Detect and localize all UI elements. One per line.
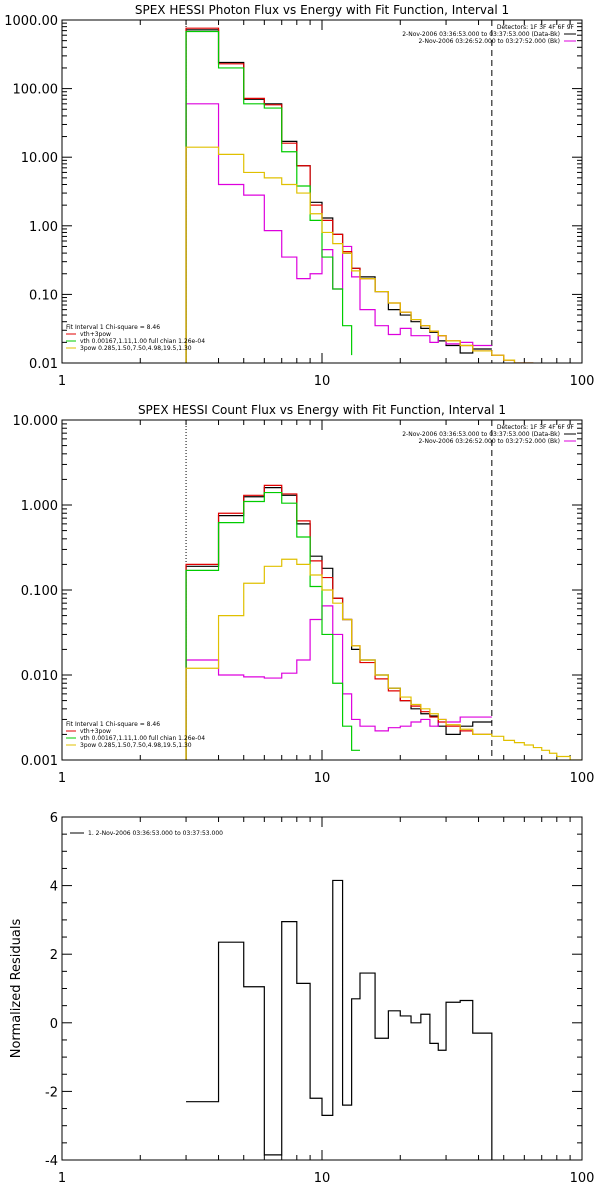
y-tick-label: 0.010 — [21, 669, 58, 684]
x-tick-label: 100 — [570, 771, 595, 786]
series-line-4 — [185, 30, 353, 363]
series-line-1 — [186, 879, 493, 1160]
y-tick-label: 100.00 — [13, 83, 59, 98]
x-tick-label: 1 — [58, 771, 66, 786]
y-tick-label: 2 — [50, 948, 58, 963]
series-line-3 — [185, 484, 492, 760]
y-tick-label: 0.01 — [29, 357, 58, 372]
x-tick-label: 100 — [570, 1171, 595, 1186]
series-line-4 — [185, 491, 360, 760]
plot-frame — [61, 419, 583, 761]
x-tick-label: 10 — [314, 1171, 331, 1186]
legend-entry: vth 0.00167,1.11,1.00 full chian 1.26e-0… — [80, 735, 205, 742]
y-tick-label: 10.000 — [13, 414, 59, 429]
chart-title: SPEX HESSI Photon Flux vs Energy with Fi… — [135, 3, 509, 17]
x-tick-label: 10 — [314, 771, 331, 786]
series-line-5 — [185, 558, 582, 760]
y-axis-label: Normalized Residuals — [9, 919, 24, 1059]
plot-frame — [61, 19, 583, 364]
legend-entry: 3pow 0.285,1.50,7.50,4.98,19.5,1.30 — [80, 742, 192, 749]
series-line-2 — [185, 103, 492, 363]
y-tick-label: 0.10 — [29, 288, 58, 303]
legend-fit-header: Fit Interval 1 Chi-square = 8.46 — [66, 721, 160, 728]
chart-3: 1 10 100 -4 -2 0 2 4 6 Normalized Residuals 1. 2-N… — [9, 811, 594, 1186]
legend-entry: 2-Nov-2006 03:36:53.000 to 03:37:53.000 … — [402, 31, 560, 38]
legend-entry: 1. 2-Nov-2006 03:36:53.000 to 03:37:53.0… — [88, 830, 223, 837]
series-line-2 — [185, 605, 492, 760]
y-tick-label: 1.00 — [29, 220, 58, 235]
legend-entry: 3pow 0.285,1.50,7.50,4.98,19.5,1.30 — [80, 345, 192, 352]
y-tick-label: 1000.00 — [4, 14, 58, 29]
x-tick-label: 10 — [314, 374, 331, 389]
legend-entry: 2-Nov-2006 03:26:52.000 to 03:27:52.000 … — [418, 38, 560, 45]
x-tick-label: 1 — [58, 374, 66, 389]
legend-detectors: Detectors: 1F 3F 4F 6F 9F — [497, 24, 575, 31]
chart-1: SPEX HESSI Photon Flux vs Energy with Fi… — [4, 3, 594, 389]
y-tick-label: 0.100 — [21, 584, 58, 599]
y-tick-label: -2 — [45, 1085, 58, 1100]
y-tick-label: 1.000 — [21, 499, 58, 514]
legend-entry: vth+3pow — [80, 331, 111, 338]
series-line-5 — [185, 146, 534, 363]
series-group — [186, 879, 493, 1160]
series-group — [185, 27, 534, 363]
y-tick-label: 0.001 — [21, 754, 58, 769]
legend-entry: 2-Nov-2006 03:26:52.000 to 03:27:52.000 … — [418, 438, 560, 445]
y-tick-label: 4 — [50, 880, 58, 895]
legend-entry: vth+3pow — [80, 728, 111, 735]
chart-title: SPEX HESSI Count Flux vs Energy with Fit… — [138, 403, 506, 417]
x-tick-label: 1 — [58, 1171, 66, 1186]
plot-frame — [61, 816, 583, 1161]
legend-entry: 2-Nov-2006 03:36:53.000 to 03:37:53.000 … — [402, 431, 560, 438]
y-tick-label: 0 — [50, 1017, 58, 1032]
legend-entry: vth 0.00167,1.11,1.00 full chian 1.26e-0… — [80, 338, 205, 345]
y-tick-label: 6 — [50, 811, 58, 826]
legend-detectors: Detectors: 1F 3F 4F 6F 9F — [497, 424, 575, 431]
chart-2: SPEX HESSI Count Flux vs Energy with Fit… — [13, 403, 595, 786]
x-tick-label: 100 — [570, 374, 595, 389]
series-line-1 — [185, 29, 492, 363]
series-group — [185, 484, 582, 760]
legend-fit-header: Fit Interval 1 Chi-square = 8.46 — [66, 324, 160, 331]
y-tick-label: -4 — [45, 1154, 58, 1169]
y-tick-label: 10.00 — [21, 151, 58, 166]
series-line-3 — [185, 27, 534, 363]
